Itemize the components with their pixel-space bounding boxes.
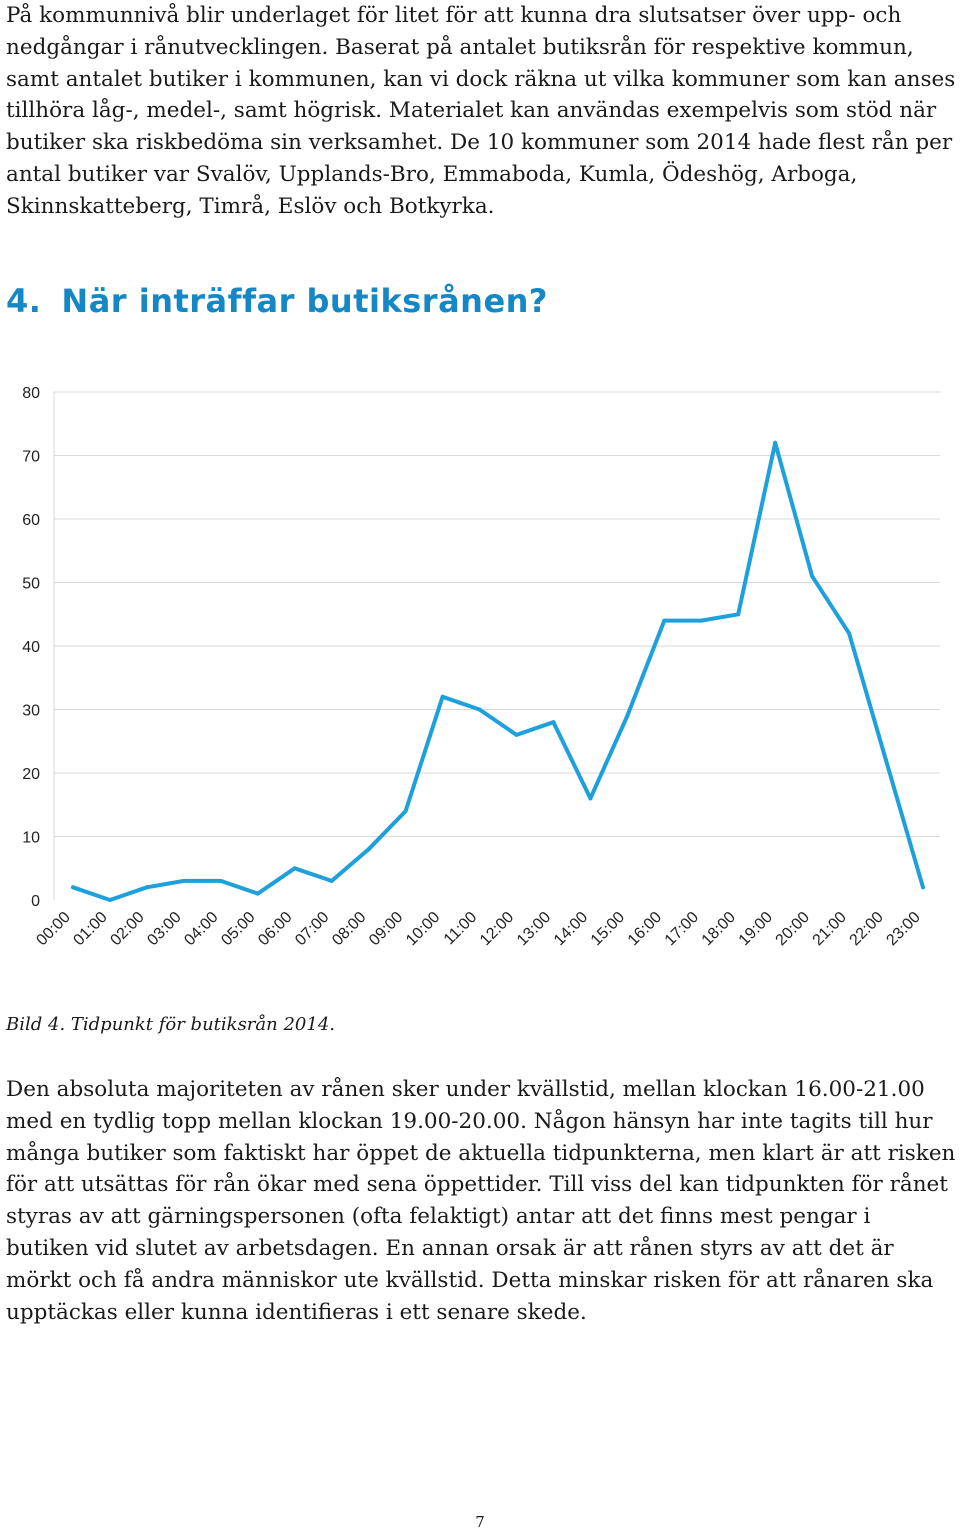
x-tick-label: 02:00 — [107, 909, 147, 949]
data-point — [662, 618, 667, 623]
section-heading: 4. När inträffar butiksrånen? — [6, 282, 548, 320]
data-point — [329, 878, 334, 883]
y-tick-label: 40 — [22, 639, 40, 656]
data-point — [884, 758, 889, 763]
data-point — [403, 809, 408, 814]
data-point — [181, 878, 186, 883]
x-tick-label: 09:00 — [366, 909, 406, 949]
data-point — [736, 612, 741, 617]
x-tick-label: 01:00 — [70, 909, 110, 949]
x-axis-ticks: 00:0001:0002:0003:0004:0005:0006:0007:00… — [33, 909, 923, 949]
series-polyline — [71, 440, 925, 902]
robbery-time-chart: 0 10 20 30 40 50 60 70 80 00:0001:0002:0003:0004… — [22, 385, 940, 949]
x-tick-label: 17:00 — [662, 909, 702, 949]
x-tick-label: 06:00 — [255, 909, 295, 949]
series-line — [71, 440, 925, 902]
section-number: 4. — [6, 282, 42, 320]
x-tick-label: 13:00 — [514, 909, 554, 949]
x-tick-label: 08:00 — [329, 909, 369, 949]
x-tick-label: 20:00 — [773, 909, 813, 949]
x-tick-label: 03:00 — [144, 909, 184, 949]
data-point — [71, 885, 75, 890]
y-tick-label: 70 — [22, 449, 40, 466]
data-point — [366, 847, 371, 852]
y-tick-label: 80 — [22, 385, 40, 402]
y-tick-label: 50 — [22, 576, 40, 593]
x-tick-label: 12:00 — [477, 909, 517, 949]
x-tick-label: 11:00 — [441, 909, 481, 949]
x-tick-label: 07:00 — [292, 909, 332, 949]
data-point — [810, 574, 815, 579]
x-tick-label: 19:00 — [736, 909, 776, 949]
section-title: När inträffar butiksrånen? — [61, 282, 548, 320]
data-point — [699, 618, 704, 623]
x-tick-label: 04:00 — [181, 909, 221, 949]
x-tick-label: 00:00 — [33, 909, 73, 949]
data-point — [218, 878, 223, 883]
data-point — [440, 694, 445, 699]
data-point — [625, 713, 630, 718]
data-point — [773, 440, 778, 445]
data-point — [255, 891, 260, 896]
data-point — [477, 707, 482, 712]
x-tick-label: 22:00 — [847, 909, 887, 949]
y-tick-label: 0 — [31, 893, 40, 910]
data-point — [588, 796, 593, 801]
y-tick-label: 60 — [22, 512, 40, 529]
x-tick-label: 05:00 — [218, 909, 258, 949]
y-tick-label: 30 — [22, 703, 40, 720]
intro-paragraph: På kommunnivå blir underlaget för litet … — [6, 3, 956, 219]
y-axis-ticks: 0 10 20 30 40 50 60 70 80 — [22, 385, 40, 910]
figure-caption: Bild 4. Tidpunkt för butiksrån 2014. — [6, 1014, 335, 1035]
x-tick-label: 10:00 — [403, 909, 443, 949]
x-tick-label: 15:00 — [588, 909, 628, 949]
data-point — [847, 631, 852, 636]
data-point — [292, 866, 297, 871]
data-point — [514, 732, 519, 737]
data-point — [551, 720, 556, 725]
x-tick-label: 18:00 — [699, 909, 739, 949]
data-point — [144, 885, 149, 890]
data-point — [921, 885, 925, 890]
x-tick-label: 14:00 — [551, 909, 591, 949]
conclusion-paragraph: Den absoluta majoriteten av rånen sker u… — [6, 1077, 956, 1325]
grid-lines — [53, 391, 940, 900]
y-tick-label: 10 — [22, 830, 40, 847]
page-number: 7 — [475, 1513, 485, 1531]
x-tick-label: 16:00 — [625, 909, 665, 949]
data-point — [107, 898, 112, 902]
y-tick-label: 20 — [22, 766, 40, 783]
x-tick-label: 23:00 — [883, 909, 923, 949]
x-tick-label: 21:00 — [810, 909, 850, 949]
